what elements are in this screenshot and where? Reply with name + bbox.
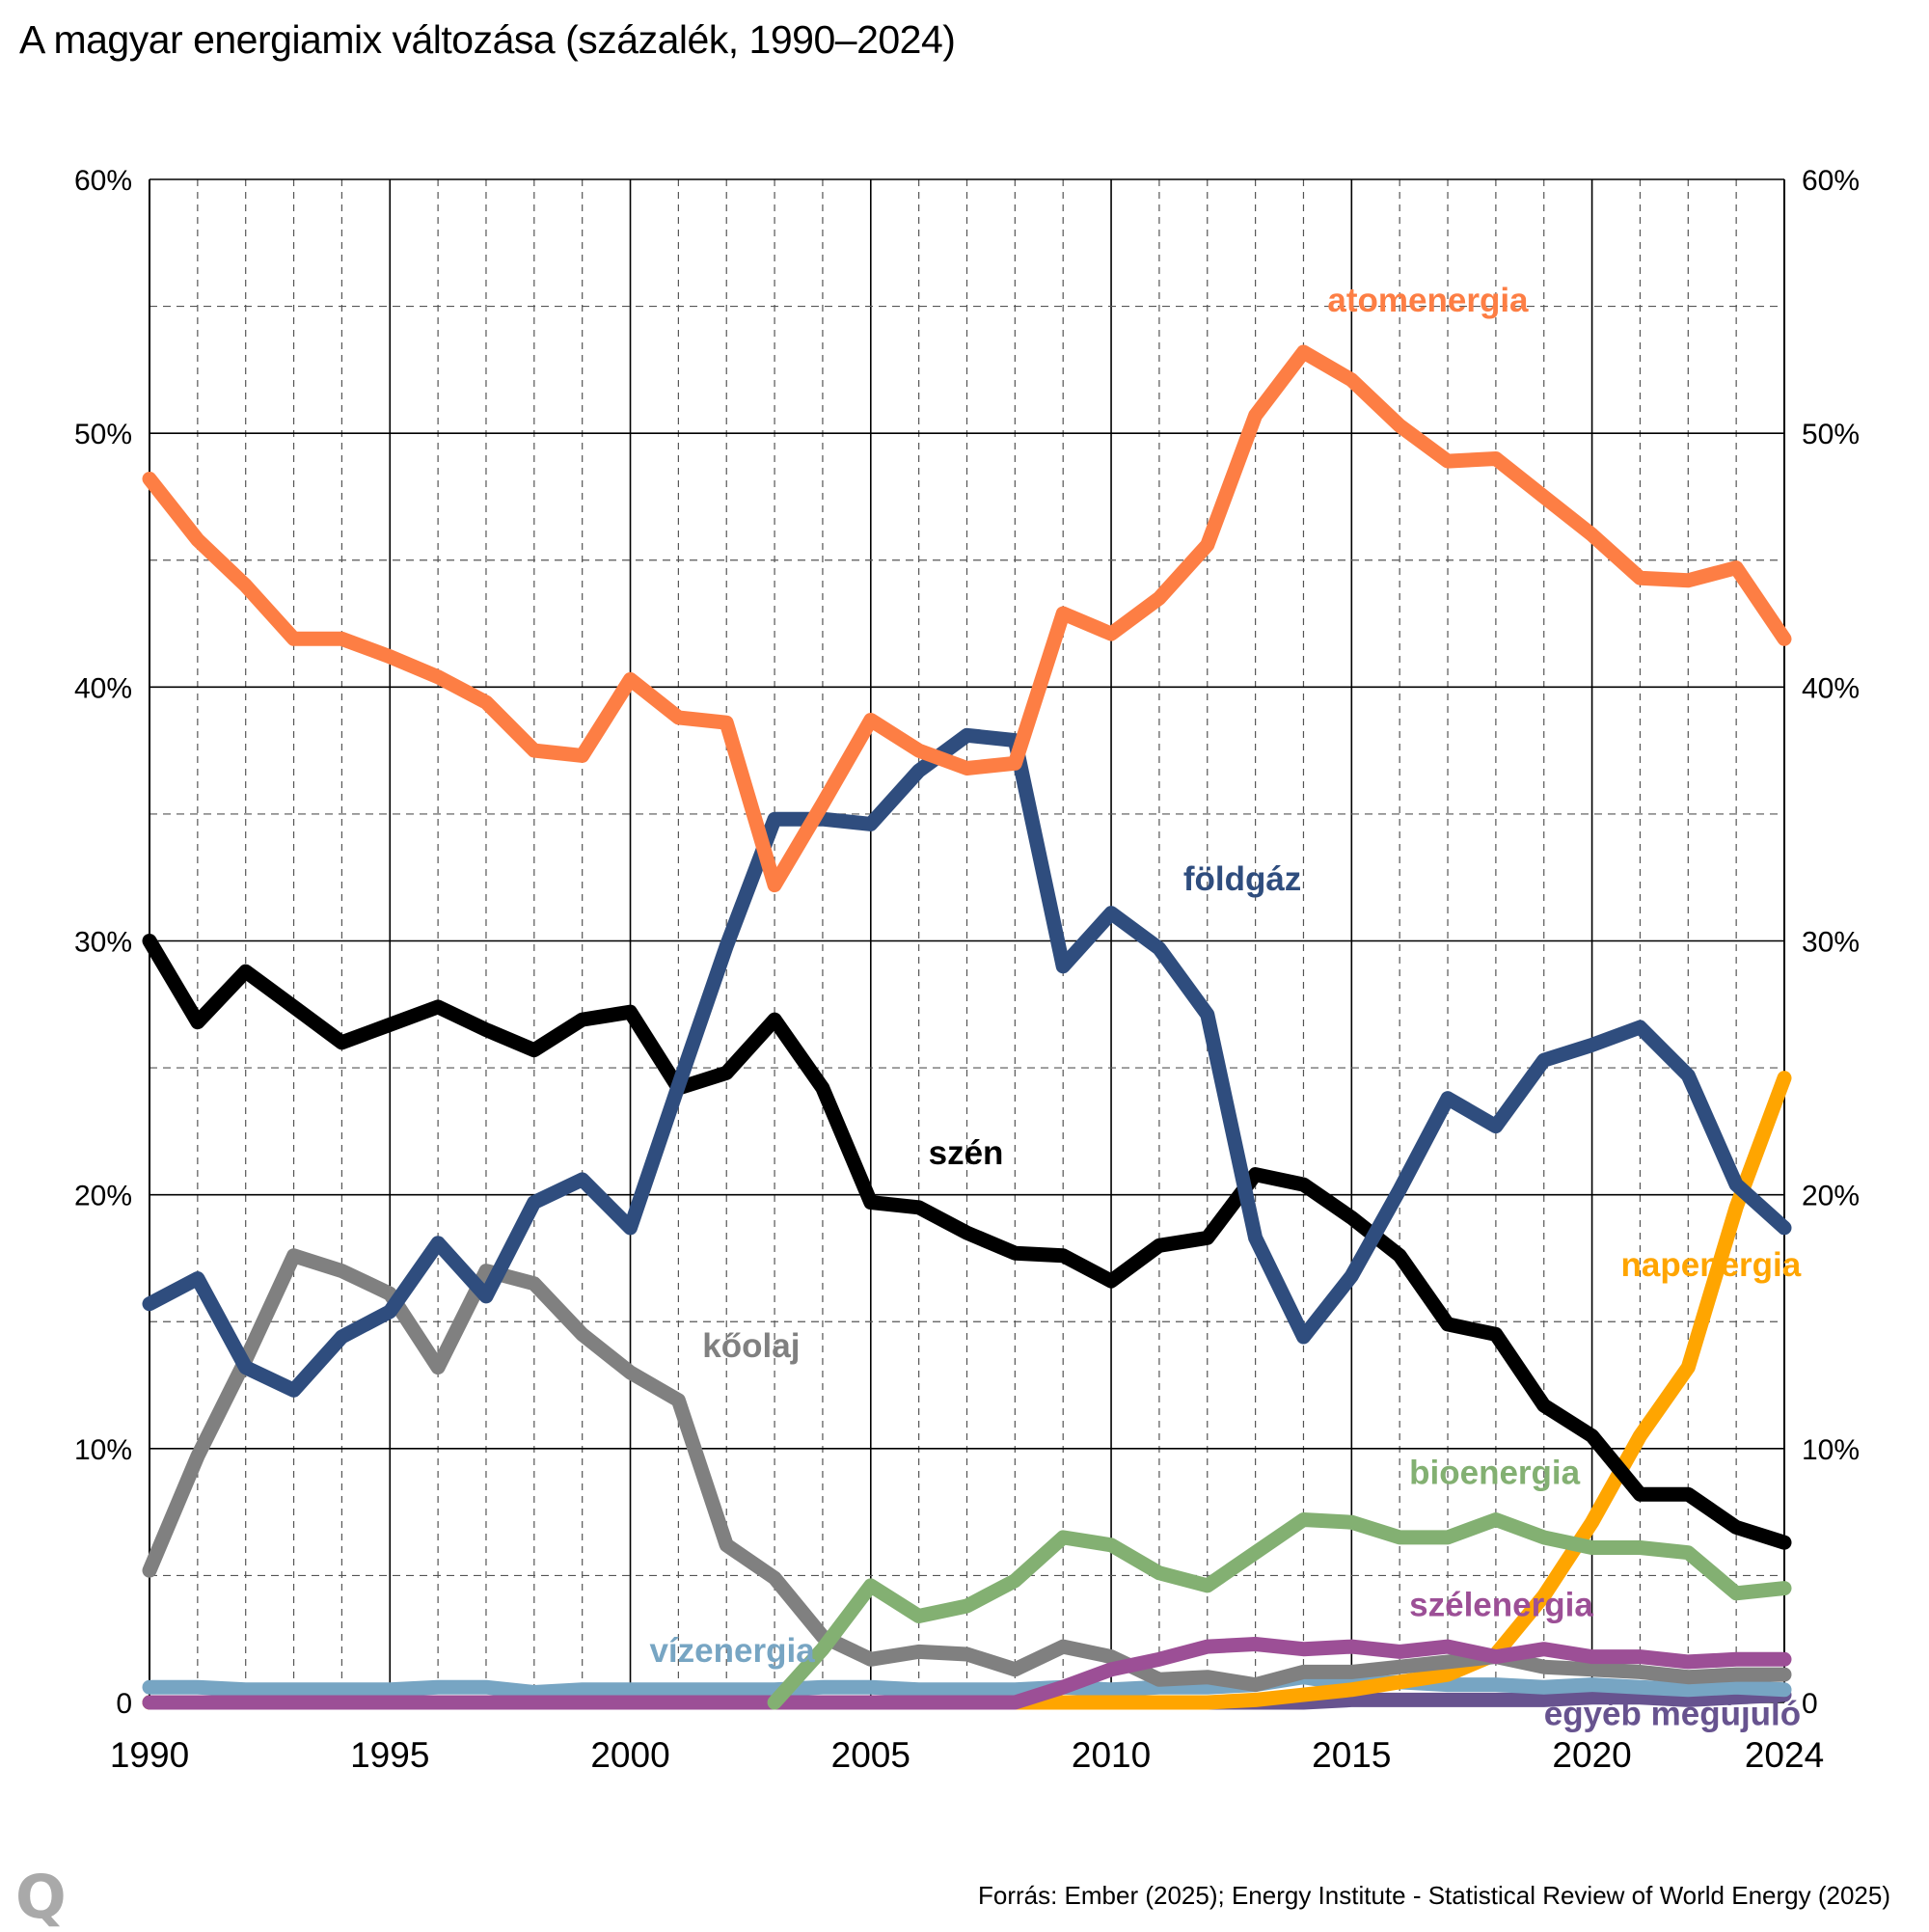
series-label-bioenergia: bioenergia xyxy=(1409,1455,1581,1492)
series-label-kőolaj: kőolaj xyxy=(702,1327,800,1365)
y-tick-label-left: 10% xyxy=(74,1434,132,1466)
series-label-szén: szén xyxy=(929,1134,1004,1172)
series-line-bioenergia xyxy=(767,1512,1792,1710)
y-tick-label-left: 40% xyxy=(74,672,132,704)
y-tick-label-left: 0 xyxy=(116,1688,132,1720)
series-line-atomenergia xyxy=(142,344,1792,893)
publisher-logo: Q xyxy=(15,1862,67,1932)
y-tick-label-right: 30% xyxy=(1802,927,1860,959)
tick-labels: 0 0 10% 10% 20% 20% 30% 30% 40% 40% 50% 50% 60% 60% 19… xyxy=(74,165,1860,1775)
x-tick-label: 2020 xyxy=(1552,1735,1631,1775)
y-tick-label-right: 50% xyxy=(1802,419,1860,450)
x-tick-label: 1990 xyxy=(110,1735,189,1775)
x-tick-label: 1995 xyxy=(350,1735,429,1775)
grid xyxy=(149,178,1785,1703)
series-label-egyéb-megújuló: egyéb megújuló xyxy=(1544,1696,1801,1733)
y-tick-label-right: 0 xyxy=(1802,1688,1818,1720)
series-line-szélenergia xyxy=(142,1637,1792,1710)
y-tick-label-right: 10% xyxy=(1802,1434,1860,1466)
series-label-vízenergia: vízenergia xyxy=(649,1632,815,1670)
chart-title: A magyar energiamix változása (százalék,… xyxy=(19,17,956,62)
series-label-szélenergia: szélenergia xyxy=(1409,1587,1593,1624)
x-tick-label: 2005 xyxy=(831,1735,910,1775)
series-line-szén xyxy=(142,934,1792,1550)
y-tick-label-left: 30% xyxy=(74,927,132,959)
y-tick-label-right: 40% xyxy=(1802,672,1860,704)
x-tick-label: 2015 xyxy=(1312,1735,1391,1775)
y-tick-label-right: 20% xyxy=(1802,1181,1860,1212)
series-label-földgáz: földgáz xyxy=(1183,860,1301,898)
series-line-vízenergia xyxy=(142,1670,1792,1700)
y-tick-label-left: 60% xyxy=(74,165,132,197)
series-label-atomenergia: atomenergia xyxy=(1327,282,1529,319)
series-labels: atomenergia földgáz szén kőolaj napenergia bi… xyxy=(649,282,1801,1733)
y-tick-label-left: 20% xyxy=(74,1181,132,1212)
x-tick-label: 2024 xyxy=(1745,1735,1824,1775)
y-tick-label-left: 50% xyxy=(74,419,132,450)
series-lines xyxy=(142,344,1792,1710)
y-tick-label-right: 60% xyxy=(1802,165,1860,197)
series-line-földgáz xyxy=(142,727,1792,1398)
x-tick-label: 2000 xyxy=(590,1735,669,1775)
series-label-napenergia: napenergia xyxy=(1621,1246,1802,1284)
source-note: Forrás: Ember (2025); Energy Institute -… xyxy=(977,1881,1890,1910)
x-tick-label: 2010 xyxy=(1072,1735,1151,1775)
